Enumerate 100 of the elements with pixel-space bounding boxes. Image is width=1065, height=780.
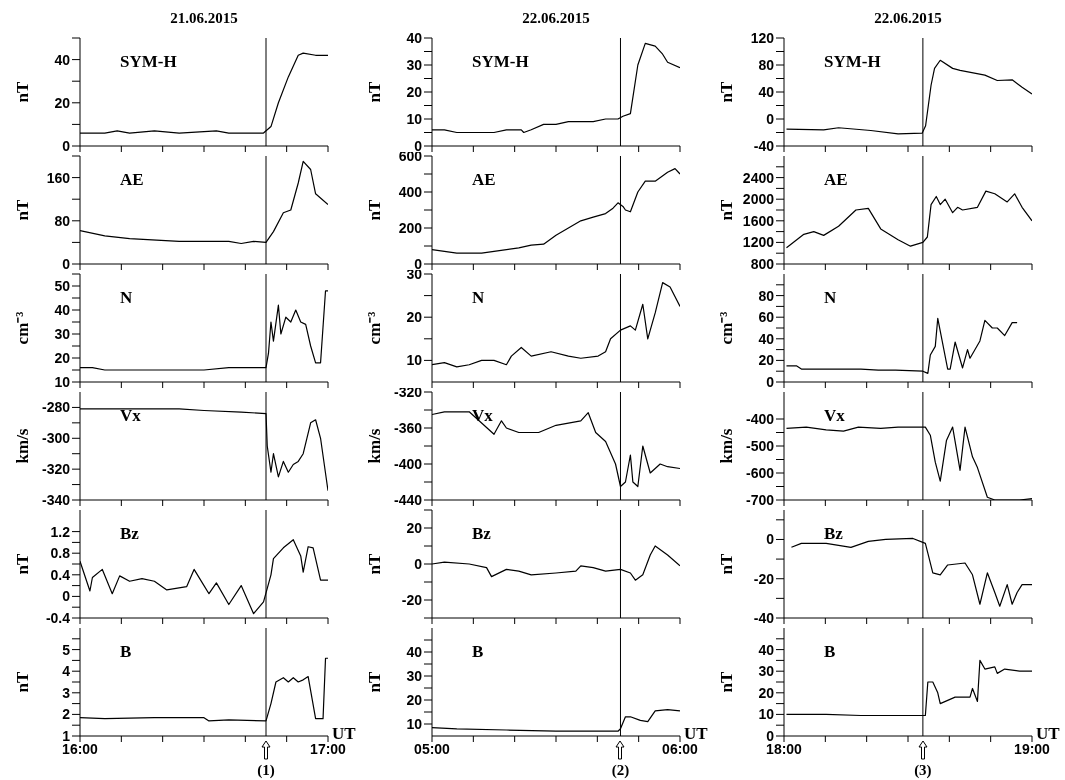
y-tick-label: 1600 bbox=[742, 212, 775, 229]
y-tick-label: 200 bbox=[398, 219, 423, 236]
chart-title: 22.06.2015 bbox=[521, 10, 591, 27]
y-tick-label: 1200 bbox=[742, 234, 775, 251]
y-axis-title: cm⁻³ bbox=[717, 311, 737, 345]
series-label: Vx bbox=[824, 406, 845, 426]
y-tick-label: 0 bbox=[62, 137, 71, 154]
y-tick-label: -340 bbox=[41, 491, 71, 508]
text: N bbox=[472, 288, 485, 308]
y-tick-label: -40 bbox=[753, 137, 775, 154]
y-axis-title: nT bbox=[13, 198, 33, 221]
y-tick-label: -700 bbox=[745, 491, 775, 508]
y-tick-label: 0.4 bbox=[50, 566, 71, 583]
y-tick-label: -40 bbox=[753, 609, 775, 626]
y-axis-title: nT bbox=[13, 670, 33, 693]
text: N bbox=[824, 288, 837, 308]
series-label: Bz bbox=[472, 524, 491, 544]
y-tick-label: 20 bbox=[758, 684, 775, 701]
y-axis-title: nT bbox=[365, 552, 385, 575]
y-axis-title: cm⁻³ bbox=[13, 311, 33, 345]
y-tick-label: -320 bbox=[393, 383, 423, 400]
series-label: AE bbox=[824, 170, 848, 190]
y-tick-label: 80 bbox=[758, 287, 775, 304]
y-axis-title: nT bbox=[717, 670, 737, 693]
y-tick-label: 20 bbox=[406, 83, 423, 100]
y-tick-label: 40 bbox=[758, 83, 775, 100]
text: (3) bbox=[913, 762, 933, 779]
y-tick-label: 0.8 bbox=[50, 545, 71, 562]
y-tick-label: 40 bbox=[406, 29, 423, 46]
y-tick-label: 20 bbox=[406, 309, 423, 326]
text: B bbox=[120, 642, 132, 662]
y-tick-label: 30 bbox=[758, 663, 775, 680]
y-axis-title: cm⁻³ bbox=[365, 311, 385, 345]
y-tick-label: 0 bbox=[766, 373, 775, 390]
y-tick-label: 5 bbox=[62, 641, 71, 658]
y-tick-label: 0 bbox=[414, 555, 423, 572]
y-axis-title: nT bbox=[365, 198, 385, 221]
y-tick-label: 20 bbox=[54, 349, 71, 366]
y-tick-label: 1.2 bbox=[50, 523, 71, 540]
y-tick-label: 20 bbox=[406, 519, 423, 536]
series-label: Vx bbox=[472, 406, 493, 426]
y-tick-label: -440 bbox=[393, 491, 423, 508]
y-tick-label: 800 bbox=[750, 255, 775, 272]
y-axis-title: km/s bbox=[717, 428, 737, 464]
y-axis-title: nT bbox=[13, 552, 33, 575]
y-axis-title: nT bbox=[717, 552, 737, 575]
x-tick-label: 05:00 bbox=[414, 740, 451, 757]
y-tick-label: 40 bbox=[758, 641, 775, 658]
y-tick-label: -500 bbox=[745, 437, 775, 454]
y-tick-label: 120 bbox=[750, 29, 775, 46]
y-tick-label: 2000 bbox=[742, 191, 775, 208]
text: AE bbox=[472, 170, 496, 190]
y-tick-label: 10 bbox=[54, 373, 71, 390]
y-tick-label: 10 bbox=[406, 352, 423, 369]
y-tick-label: 10 bbox=[406, 110, 423, 127]
y-tick-label: 20 bbox=[758, 352, 775, 369]
y-tick-label: -600 bbox=[745, 464, 775, 481]
y-tick-label: 30 bbox=[406, 667, 423, 684]
y-tick-label: 0 bbox=[766, 531, 775, 548]
y-tick-label: 40 bbox=[54, 301, 71, 318]
text: B bbox=[472, 642, 484, 662]
y-tick-label: 0 bbox=[62, 255, 71, 272]
y-tick-label: 10 bbox=[758, 706, 775, 723]
y-tick-label: 10 bbox=[406, 715, 423, 732]
y-tick-label: 30 bbox=[54, 325, 71, 342]
y-tick-label: 2 bbox=[62, 706, 71, 723]
y-axis-title: nT bbox=[717, 80, 737, 103]
text: N bbox=[120, 288, 133, 308]
y-axis-title: km/s bbox=[13, 428, 33, 464]
y-tick-label: 80 bbox=[54, 212, 71, 229]
y-tick-label: 50 bbox=[54, 277, 71, 294]
y-tick-label: -20 bbox=[401, 591, 423, 608]
text: AE bbox=[120, 170, 144, 190]
y-tick-label: 4 bbox=[62, 663, 71, 680]
y-tick-label: -400 bbox=[745, 410, 775, 427]
text: SYM-H bbox=[824, 52, 881, 72]
series-label: Bz bbox=[120, 524, 139, 544]
y-tick-label: 40 bbox=[758, 330, 775, 347]
y-tick-label: -300 bbox=[41, 430, 71, 447]
y-tick-label: 40 bbox=[54, 51, 71, 68]
y-axis-title: nT bbox=[13, 80, 33, 103]
text: (2) bbox=[610, 762, 631, 779]
y-axis-title: nT bbox=[365, 670, 385, 693]
y-tick-label: 0 bbox=[62, 588, 71, 605]
y-tick-label: 30 bbox=[406, 56, 423, 73]
y-tick-label: 2400 bbox=[742, 169, 775, 186]
y-tick-label: 20 bbox=[406, 691, 423, 708]
y-tick-label: 160 bbox=[46, 169, 71, 186]
y-tick-label: 40 bbox=[406, 643, 423, 660]
y-tick-label: -360 bbox=[393, 419, 423, 436]
y-tick-label: -0.4 bbox=[45, 609, 71, 626]
y-axis-title: nT bbox=[365, 80, 385, 103]
series-label: Bz bbox=[824, 524, 843, 544]
y-tick-label: 3 bbox=[62, 684, 71, 701]
text: (1) bbox=[256, 762, 276, 779]
text: SYM-H bbox=[120, 52, 177, 72]
text: SYM-H bbox=[472, 52, 529, 72]
chart-title: 22.06.2015 bbox=[873, 10, 943, 27]
y-tick-label: 400 bbox=[398, 183, 423, 200]
series-label: Vx bbox=[120, 406, 141, 426]
